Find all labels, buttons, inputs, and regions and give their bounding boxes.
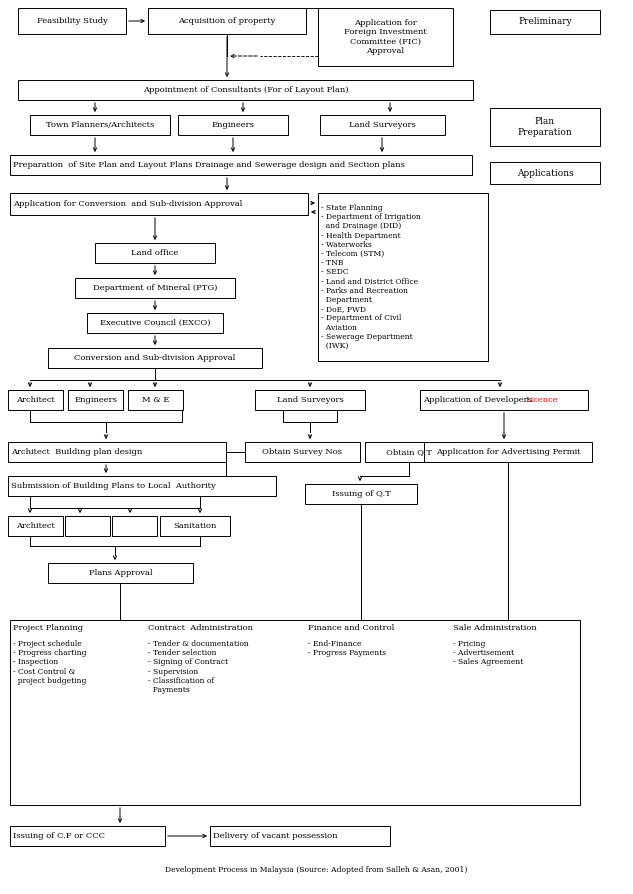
Text: Development Process in Malaysia (Source: Adopted from Salleh & Asan, 2001): Development Process in Malaysia (Source:…	[165, 866, 468, 874]
Text: Application for
Foreign Investment
Committee (FIC)
Approval: Application for Foreign Investment Commi…	[344, 19, 427, 55]
Text: Engineers: Engineers	[211, 121, 254, 129]
Text: Appointment of Consultants (For of Layout Plan): Appointment of Consultants (For of Layou…	[143, 86, 348, 94]
Bar	[160, 516, 230, 536]
Bar	[10, 620, 580, 805]
Text: Applications: Applications	[517, 168, 573, 178]
Bar	[210, 826, 390, 846]
Text: Obtain Q.T: Obtain Q.T	[386, 448, 432, 456]
Text: Feasibility Study: Feasibility Study	[37, 17, 108, 25]
Bar	[8, 442, 226, 462]
Text: Sanitation: Sanitation	[173, 522, 216, 530]
Text: Land Surveyors: Land Surveyors	[277, 396, 343, 404]
Bar	[10, 155, 472, 175]
Bar	[8, 390, 63, 410]
Bar	[95, 243, 215, 263]
Text: Contract  Administration: Contract Administration	[148, 624, 253, 632]
Bar	[48, 348, 262, 368]
Bar	[490, 10, 600, 34]
Bar	[255, 390, 365, 410]
Bar	[148, 8, 306, 34]
Text: Preparation  of Site Plan and Layout Plans Drainage and Sewerage design and Sect: Preparation of Site Plan and Layout Plan…	[13, 161, 405, 169]
Text: Finance and Control: Finance and Control	[308, 624, 394, 632]
Text: Plans Approval: Plans Approval	[89, 569, 153, 577]
Text: Architect: Architect	[16, 522, 55, 530]
Bar	[48, 563, 193, 583]
Bar	[320, 115, 445, 135]
Text: Sale Administration: Sale Administration	[453, 624, 537, 632]
Bar	[87, 313, 223, 333]
Bar	[490, 162, 600, 184]
Bar	[65, 516, 110, 536]
Text: - State Planning
- Department of Irrigation
  and Drainage (DID)
- Health Depart: - State Planning - Department of Irrigat…	[321, 204, 421, 350]
Bar	[10, 826, 165, 846]
Text: Application of Developers: Application of Developers	[423, 396, 534, 404]
Text: Project Planning: Project Planning	[13, 624, 83, 632]
Text: Acquisition of property: Acquisition of property	[179, 17, 276, 25]
Bar	[30, 115, 170, 135]
Text: - Tender & documentation
- Tender selection
- Signing of Contract
- Supervision
: - Tender & documentation - Tender select…	[148, 640, 249, 694]
Text: Land Surveyors: Land Surveyors	[349, 121, 416, 129]
Text: Preliminary: Preliminary	[518, 18, 572, 27]
Text: Application for Advertising Permit: Application for Advertising Permit	[436, 448, 580, 456]
Bar	[18, 80, 473, 100]
Bar	[128, 390, 183, 410]
Text: Architect  Building plan design: Architect Building plan design	[11, 448, 142, 456]
Text: Submission of Building Plans to Local  Authority: Submission of Building Plans to Local Au…	[11, 482, 216, 490]
Text: Conversion and Sub-division Approval: Conversion and Sub-division Approval	[74, 354, 235, 362]
Text: Issuing of Q.T: Issuing of Q.T	[332, 490, 391, 498]
Text: Executive Council (EXCO): Executive Council (EXCO)	[100, 319, 210, 327]
Text: Licence: Licence	[526, 396, 559, 404]
Bar	[365, 442, 453, 462]
Bar	[68, 390, 123, 410]
Text: Architect: Architect	[16, 396, 55, 404]
Bar	[18, 8, 126, 34]
Bar	[318, 193, 488, 361]
Text: M & E: M & E	[142, 396, 169, 404]
Text: Department of Mineral (PTG): Department of Mineral (PTG)	[93, 284, 217, 292]
Bar	[112, 516, 157, 536]
Text: - Project schedule
- Progress charting
- Inspection
- Cost Control &
  project b: - Project schedule - Progress charting -…	[13, 640, 87, 685]
Text: - Pricing
- Advertisement
- Sales Agreement: - Pricing - Advertisement - Sales Agreem…	[453, 640, 523, 666]
Text: Issuing of C.F or CCC: Issuing of C.F or CCC	[13, 832, 105, 840]
Text: Application for Conversion  and Sub-division Approval: Application for Conversion and Sub-divis…	[13, 200, 242, 208]
Text: Plan
Preparation: Plan Preparation	[518, 117, 572, 137]
Text: Obtain Survey Nos: Obtain Survey Nos	[263, 448, 342, 456]
Bar	[8, 476, 276, 496]
Bar	[305, 484, 417, 504]
Bar	[420, 390, 588, 410]
Text: Delivery of vacant possession: Delivery of vacant possession	[213, 832, 337, 840]
Bar	[8, 516, 63, 536]
Bar	[10, 193, 308, 215]
Text: - End-Finance
- Progress Payments: - End-Finance - Progress Payments	[308, 640, 386, 657]
Bar	[75, 278, 235, 298]
Text: Town Planners/Architects: Town Planners/Architects	[46, 121, 154, 129]
Bar	[178, 115, 288, 135]
Text: Engineers: Engineers	[74, 396, 117, 404]
Bar	[490, 108, 600, 146]
Text: Land office: Land office	[132, 249, 179, 257]
Bar	[318, 8, 453, 66]
Bar	[424, 442, 592, 462]
Bar	[245, 442, 360, 462]
